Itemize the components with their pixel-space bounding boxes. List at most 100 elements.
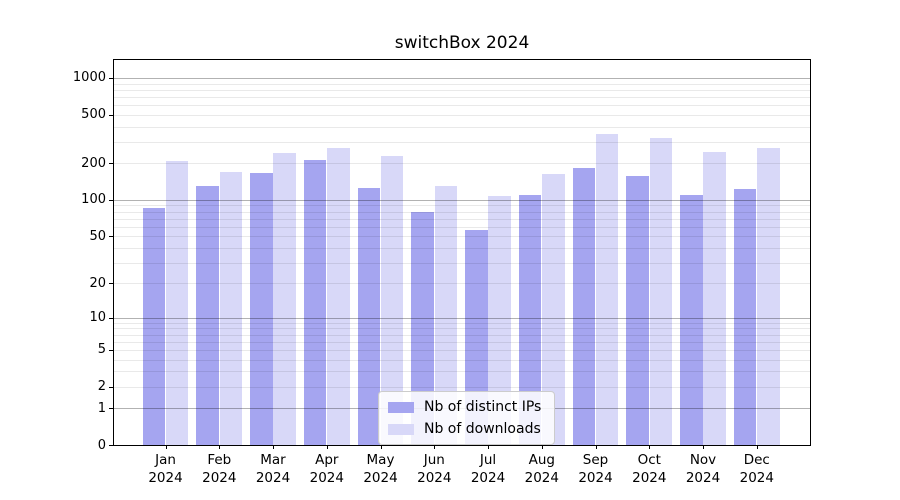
gridline-minor-800 [114, 89, 810, 91]
x-tick-mar [273, 445, 274, 449]
legend-swatch-distinct-ips [388, 401, 414, 413]
gridline-minor-600 [114, 105, 810, 106]
gridline-major-100 [114, 199, 810, 201]
y-tick-label-1000: 1000 [72, 70, 106, 86]
y-tick-label-100: 100 [81, 192, 106, 208]
legend-item-distinct-ips: Nb of distinct IPs [388, 399, 541, 415]
x-tick-label-sep: Sep 2024 [578, 452, 613, 486]
bar-downloads-aug [542, 174, 565, 445]
gridline-minor-2 [114, 386, 810, 388]
x-tick-may [380, 445, 382, 449]
bar-distinct-ips-may [357, 188, 381, 445]
x-tick-jan [165, 445, 167, 449]
gridline-minor-50 [114, 236, 810, 238]
y-tick-label-5: 5 [97, 342, 106, 358]
gridline-minor-7 [114, 334, 810, 336]
y-tick-1000 [109, 77, 113, 79]
y-tick-0 [109, 445, 113, 446]
gridline-minor-500 [114, 114, 810, 116]
chart-title: switchBox 2024 [394, 33, 530, 53]
bar-distinct-ips-jan [142, 208, 166, 445]
bar-downloads-feb [219, 172, 243, 445]
gridline-minor-6 [114, 341, 810, 343]
gridline-major-10 [114, 317, 810, 319]
gridline-minor-70 [114, 218, 810, 220]
x-tick-label-mar: Mar 2024 [255, 452, 291, 486]
y-tick-label-500: 500 [81, 107, 106, 123]
bar-distinct-ips-feb [196, 185, 219, 445]
x-tick-feb [219, 445, 221, 449]
x-tick-sep [595, 445, 597, 449]
x-tick-label-may: May 2024 [363, 452, 398, 486]
gridline-minor-60 [114, 226, 810, 228]
gridline-major-1000 [114, 77, 810, 79]
y-tick-label-20: 20 [89, 275, 106, 291]
bar-downloads-dec [757, 147, 780, 445]
gridline-minor-80 [114, 211, 810, 213]
y-tick-label-50: 50 [89, 228, 106, 244]
legend-label-distinct-ips: Nb of distinct IPs [424, 399, 542, 415]
legend-label-downloads: Nb of downloads [424, 421, 541, 437]
bar-distinct-ips-dec [733, 188, 757, 445]
bar-downloads-jan [165, 160, 189, 445]
gridline-minor-30 [114, 262, 810, 264]
bar-downloads-sep [595, 134, 619, 445]
x-tick-label-dec: Dec 2024 [739, 452, 774, 486]
bar-distinct-ips-oct [626, 175, 649, 445]
gridline-minor-400 [114, 126, 810, 128]
bar-downloads-apr [327, 147, 350, 445]
legend-swatch-downloads [388, 423, 414, 435]
bar-distinct-ips-nov [680, 194, 703, 445]
x-tick-label-jun: Jun 2024 [417, 452, 452, 486]
x-tick-aug [541, 445, 543, 449]
bars-layer [114, 60, 810, 445]
y-tick-2 [109, 386, 113, 388]
bar-downloads-may [380, 156, 404, 445]
gridline-minor-700 [114, 96, 810, 98]
x-tick-label-apr: Apr 2024 [309, 452, 344, 486]
bar-distinct-ips-jun [411, 212, 434, 445]
x-tick-oct [649, 445, 651, 449]
x-tick-jul [488, 445, 489, 449]
x-tick-dec [756, 445, 758, 449]
y-tick-50 [109, 236, 113, 238]
bar-distinct-ips-apr [303, 159, 327, 445]
x-tick-label-oct: Oct 2024 [632, 452, 667, 486]
bar-downloads-nov [703, 152, 726, 445]
y-tick-label-2: 2 [97, 379, 106, 395]
bar-downloads-jul [488, 196, 511, 445]
bar-distinct-ips-aug [518, 195, 542, 445]
bar-downloads-jun [434, 185, 458, 445]
gridline-minor-40 [114, 247, 810, 249]
y-tick-label-10: 10 [89, 310, 106, 326]
y-tick-label-0: 0 [97, 437, 106, 453]
legend: Nb of distinct IPs Nb of downloads [378, 391, 556, 445]
gridline-minor-3 [114, 371, 810, 373]
y-tick-1 [109, 408, 113, 410]
plot-area [113, 59, 811, 446]
gridline-minor-5 [114, 349, 810, 351]
legend-item-downloads: Nb of downloads [388, 421, 541, 437]
y-tick-label-200: 200 [81, 155, 106, 171]
bar-distinct-ips-mar [250, 172, 273, 445]
gridline-minor-4 [114, 359, 810, 361]
y-tick-5 [109, 349, 113, 351]
y-tick-10 [109, 317, 113, 319]
y-tick-500 [109, 114, 113, 116]
bar-downloads-oct [649, 137, 673, 445]
x-tick-label-nov: Nov 2024 [685, 452, 721, 486]
y-tick-20 [109, 283, 113, 285]
gridline-minor-9 [114, 322, 810, 324]
x-tick-label-jul: Jul 2024 [470, 452, 506, 486]
x-tick-label-aug: Aug 2024 [524, 452, 559, 486]
y-tick-100 [109, 199, 113, 201]
gridline-minor-300 [114, 141, 810, 143]
x-tick-apr [326, 445, 328, 449]
x-tick-label-jan: Jan 2024 [148, 452, 183, 486]
x-tick-nov [703, 445, 704, 449]
gridline-minor-900 [114, 83, 810, 85]
gridline-minor-90 [114, 205, 810, 207]
gridline-minor-200 [114, 163, 810, 165]
bar-downloads-mar [273, 152, 296, 445]
